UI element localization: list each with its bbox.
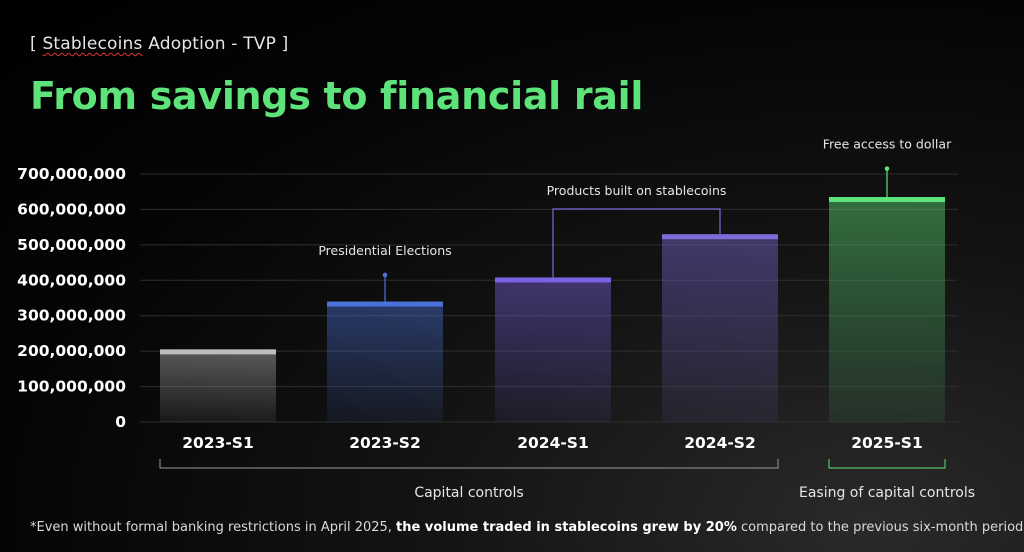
- annotation-dot: [884, 166, 890, 171]
- kicker-rest: Adoption - TVP ]: [142, 34, 289, 54]
- bar: [662, 234, 778, 422]
- y-tick-label: 700,000,000: [17, 165, 126, 183]
- x-tick-label: 2025-S1: [851, 434, 923, 452]
- x-tick-label: 2024-S1: [517, 434, 589, 452]
- group-bracket: [159, 459, 779, 469]
- y-tick-label: 100,000,000: [17, 378, 126, 396]
- y-tick-label: 500,000,000: [17, 236, 126, 254]
- slide-title: From savings to financial rail: [30, 74, 644, 118]
- y-tick-label: 0: [115, 413, 126, 431]
- footnote-bold: the volume traded in stablecoins grew by…: [396, 520, 737, 535]
- slide-kicker: [ Stablecoins Adoption - TVP ]: [30, 34, 289, 54]
- annotation-dot: [382, 272, 388, 278]
- annotations: Presidential Elections Products built on …: [318, 137, 952, 302]
- y-tick-label: 200,000,000: [17, 342, 126, 360]
- annotation-label: Products built on stablecoins: [547, 183, 727, 198]
- footnote-part1: *Even without formal banking restriction…: [30, 520, 397, 535]
- bar: [829, 197, 945, 422]
- footnote: *Even without formal banking restriction…: [30, 520, 1023, 535]
- x-tick-label: 2024-S2: [684, 434, 756, 452]
- x-tick-label: 2023-S2: [349, 434, 421, 452]
- bar: [495, 277, 611, 422]
- group-label: Easing of capital controls: [799, 485, 975, 501]
- annotation-label: Free access to dollar: [823, 137, 952, 152]
- bar-cap: [662, 234, 778, 240]
- bar: [327, 301, 443, 422]
- kicker-word: Stablecoins: [42, 34, 143, 54]
- x-tick-label: 2023-S1: [182, 434, 254, 452]
- y-tick-label: 300,000,000: [17, 307, 126, 325]
- bar-cap: [829, 197, 945, 203]
- bar-cap: [160, 349, 276, 355]
- y-axis: 0 100,000,000 200,000,000 300,000,000 400,00…: [17, 165, 126, 431]
- group-label: Capital controls: [414, 485, 523, 501]
- bars: [160, 197, 945, 422]
- y-tick-label: 600,000,000: [17, 200, 126, 218]
- annotation-label: Presidential Elections: [318, 243, 451, 258]
- annotation-bracket: [552, 208, 721, 278]
- footnote-part2: compared to the previous six-month perio…: [736, 520, 1024, 535]
- group-bracket: [828, 459, 946, 469]
- group-brackets: Capital controls Easing of capital contro…: [159, 459, 975, 501]
- bar: [160, 349, 276, 422]
- bar-cap: [327, 301, 443, 307]
- bar-cap: [495, 277, 611, 283]
- x-axis: 2023-S1 2023-S2 2024-S1 2024-S2 2025-S1: [182, 434, 923, 452]
- y-tick-label: 400,000,000: [17, 271, 126, 289]
- kicker-open: [: [30, 34, 43, 54]
